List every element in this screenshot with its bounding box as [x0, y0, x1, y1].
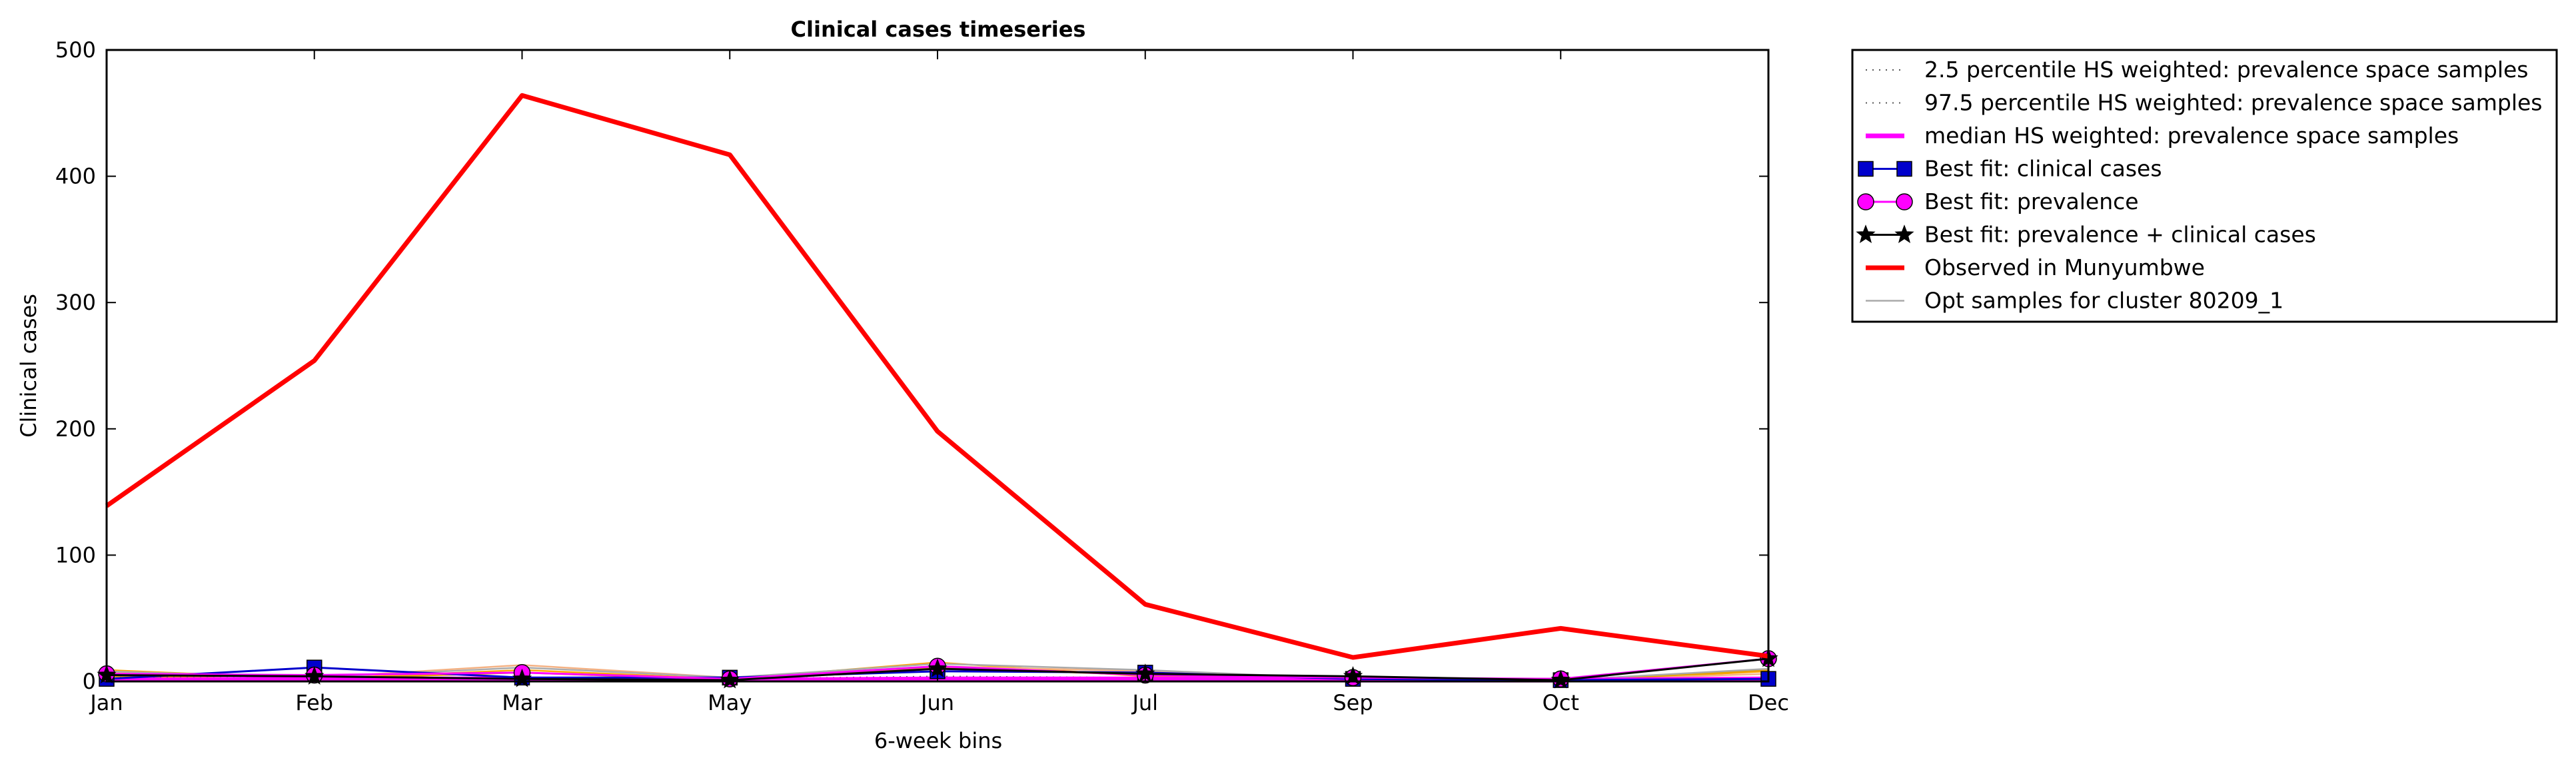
legend-label-5: Best fit: prevalence — [1924, 189, 2139, 214]
legend-marker-5b — [1896, 193, 1913, 210]
series-7 — [105, 93, 1769, 660]
y-tick-label: 0 — [83, 669, 96, 694]
legend-label-1: 2.5 percentile HS weighted: prevalence s… — [1924, 57, 2529, 83]
y-tick-label: 500 — [55, 37, 96, 63]
legend-label-7: Observed in Munyumbwe — [1924, 254, 2205, 280]
ticks-layer: Jan Feb Mar May Jun Jul Sep Oct Dec 0 100 200 300 400… — [55, 37, 1789, 715]
x-tick-label: Jun — [920, 690, 954, 715]
x-tick-label: Oct — [1543, 690, 1579, 715]
chart-title: Clinical cases timeseries — [791, 17, 1086, 42]
x-tick-label: May — [708, 690, 752, 715]
legend: 2.5 percentile HS weighted: prevalence s… — [1851, 49, 2558, 323]
y-tick-label: 200 — [55, 416, 96, 442]
x-tick-label: Sep — [1333, 690, 1373, 715]
y-tick-label: 100 — [55, 542, 96, 568]
legend-label-6: Best fit: prevalence + clinical cases — [1924, 222, 2316, 248]
legend-marker-6b — [1894, 224, 1914, 243]
legend-label-4: Best fit: clinical cases — [1924, 156, 2162, 182]
legend-marker-5a — [1857, 193, 1874, 210]
y-tick-label: 300 — [55, 290, 96, 315]
legend-label-8: Opt samples for cluster 80209_1 — [1924, 288, 2283, 314]
legend-marker-4a — [1858, 161, 1874, 177]
x-tick-label: Dec — [1748, 690, 1789, 715]
y-tick-label: 400 — [55, 164, 96, 189]
legend-marker-4b — [1896, 161, 1912, 177]
y-axis-label: Clinical cases — [16, 294, 41, 438]
series-line-7 — [105, 93, 1769, 660]
x-tick-label: Feb — [295, 690, 333, 715]
legend-label-3: median HS weighted: prevalence space sam… — [1924, 123, 2459, 149]
x-tick-label: Jan — [89, 690, 123, 715]
x-tick-label: Mar — [502, 690, 542, 715]
legend-frame — [1851, 49, 2558, 323]
x-tick-label: Jul — [1131, 690, 1158, 715]
legend-marker-6a — [1856, 224, 1876, 243]
plot-area — [107, 50, 1768, 681]
legend-label-2: 97.5 percentile HS weighted: prevalence … — [1924, 90, 2543, 116]
x-axis-label: 6-week bins — [874, 728, 1002, 753]
